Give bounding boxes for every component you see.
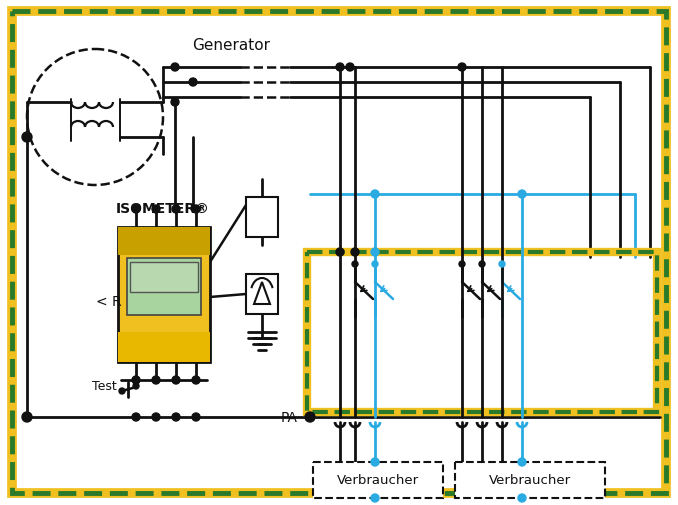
Circle shape [351, 248, 359, 257]
FancyBboxPatch shape [118, 332, 210, 362]
Circle shape [336, 64, 344, 72]
Circle shape [372, 262, 378, 268]
Circle shape [352, 262, 358, 268]
Circle shape [152, 376, 160, 384]
Text: Verbraucher: Verbraucher [489, 474, 571, 486]
Circle shape [371, 190, 379, 198]
Text: < R: < R [96, 294, 121, 309]
Circle shape [192, 206, 200, 214]
Circle shape [371, 458, 379, 466]
FancyBboxPatch shape [246, 197, 278, 237]
Text: Test: Test [92, 379, 117, 392]
Circle shape [518, 494, 526, 502]
FancyBboxPatch shape [455, 462, 605, 498]
Circle shape [479, 262, 485, 268]
Text: Verbraucher: Verbraucher [337, 474, 419, 486]
FancyBboxPatch shape [118, 228, 210, 256]
Text: ISOMETER®: ISOMETER® [116, 201, 210, 216]
Circle shape [458, 64, 466, 72]
Circle shape [22, 412, 32, 422]
Circle shape [171, 64, 179, 72]
Circle shape [371, 494, 379, 502]
Circle shape [518, 190, 526, 198]
Circle shape [152, 206, 160, 214]
Text: Generator: Generator [192, 38, 270, 53]
Circle shape [172, 376, 180, 384]
Circle shape [518, 458, 526, 466]
Circle shape [336, 248, 344, 257]
Circle shape [459, 262, 465, 268]
Circle shape [172, 206, 180, 214]
Circle shape [172, 413, 180, 421]
FancyBboxPatch shape [130, 263, 198, 292]
Text: PA: PA [281, 410, 298, 424]
Circle shape [499, 262, 505, 268]
FancyBboxPatch shape [127, 259, 201, 316]
Circle shape [132, 376, 140, 384]
FancyBboxPatch shape [246, 274, 278, 315]
Circle shape [22, 133, 32, 143]
Circle shape [132, 413, 140, 421]
Circle shape [192, 413, 200, 421]
Circle shape [133, 383, 139, 389]
FancyBboxPatch shape [313, 462, 443, 498]
Circle shape [119, 388, 125, 394]
Circle shape [171, 99, 179, 107]
Circle shape [346, 64, 354, 72]
FancyBboxPatch shape [118, 228, 210, 362]
Circle shape [152, 413, 160, 421]
Circle shape [189, 79, 197, 87]
Circle shape [305, 412, 315, 422]
Circle shape [371, 248, 379, 257]
Circle shape [192, 376, 200, 384]
Circle shape [132, 206, 140, 214]
